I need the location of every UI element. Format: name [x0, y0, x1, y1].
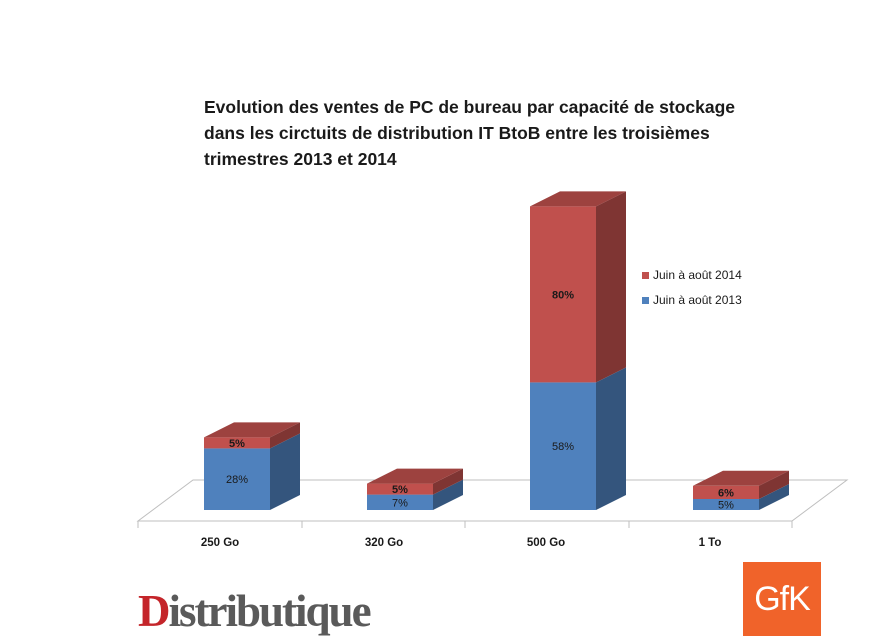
data-label: 58% — [552, 441, 574, 453]
bar-front — [693, 485, 759, 499]
bar-front — [204, 448, 270, 510]
legend-item: Juin à août 2014 — [642, 268, 742, 282]
bar-stack-1: 7%5% — [367, 468, 463, 510]
legend-swatch — [642, 272, 649, 279]
bar-side — [759, 484, 789, 510]
bar-segment: 7% — [367, 479, 463, 510]
legend-item: Juin à août 2013 — [642, 293, 742, 307]
bar-top — [693, 470, 789, 486]
bar-top — [367, 468, 463, 484]
bar-segment: 5% — [204, 422, 300, 450]
floor-plane — [136, 479, 849, 522]
chart-title-line-3: trimestres 2013 et 2014 — [204, 149, 397, 169]
chart-title-line-1: Evolution des ventes de PC de bureau par… — [204, 97, 736, 117]
chart-floor — [136, 479, 849, 522]
legend: Juin à août 2014 Juin à août 2013 — [642, 268, 742, 307]
bar-segment: 58% — [530, 367, 626, 510]
data-label: 28% — [226, 474, 248, 486]
bar-side — [270, 433, 300, 510]
chart-bars: 28%5%7%5%58%80%5%6% — [204, 191, 789, 512]
bar-side — [759, 470, 789, 499]
bar-front — [530, 206, 596, 383]
bar-side — [433, 468, 463, 495]
data-label: 7% — [392, 497, 408, 509]
data-label: 5% — [392, 484, 408, 496]
bar-side — [596, 191, 626, 383]
bar-stack-2: 58% 80% — [530, 191, 626, 510]
bar-front — [367, 494, 433, 510]
legend-label: Juin à août 2014 — [653, 268, 742, 282]
bar-top — [530, 191, 626, 207]
legend-label: Juin à août 2013 — [653, 293, 742, 307]
x-tick-label: 1 To — [699, 537, 722, 549]
bar-segment: 80% — [530, 191, 626, 383]
data-label: 5% — [718, 500, 734, 512]
bar-stack-0: 28% 5% — [204, 422, 300, 510]
data-label: 80% — [552, 289, 574, 301]
x-tick-label: 250 Go — [201, 537, 239, 549]
data-label: 6% — [718, 487, 734, 499]
x-tick-label: 500 Go — [527, 537, 565, 549]
distributique-logo-rest: istributique — [168, 586, 372, 636]
bar-segment: 6% — [693, 470, 789, 499]
chart-title-line-2: dans les circtuits de distribution IT Bt… — [204, 123, 710, 143]
gfk-logo: GfK — [743, 562, 821, 636]
distributique-logo-initial: D — [138, 586, 170, 636]
bar-front — [693, 499, 759, 510]
x-tick-label: 320 Go — [365, 537, 403, 549]
data-label: 5% — [229, 438, 245, 450]
bar-front — [530, 382, 596, 510]
chart-title: Evolution des ventes de PC de bureau par… — [204, 94, 764, 172]
bar-front — [204, 437, 270, 449]
bar-side — [270, 422, 300, 449]
bar-side — [596, 367, 626, 510]
distributique-logo: Distributique — [138, 582, 372, 640]
bar-segment: 5% — [693, 484, 789, 512]
bar-segment: 28% — [204, 433, 300, 510]
bar-segment: 5% — [367, 468, 463, 496]
legend-swatch — [642, 297, 649, 304]
bar-front — [367, 483, 433, 495]
bar-side — [433, 479, 463, 510]
x-axis-ticks: 250 Go 320 Go 500 Go 1 To — [137, 521, 793, 549]
bar-stack-3: 5%6% — [693, 470, 789, 512]
bar-top — [204, 422, 300, 438]
